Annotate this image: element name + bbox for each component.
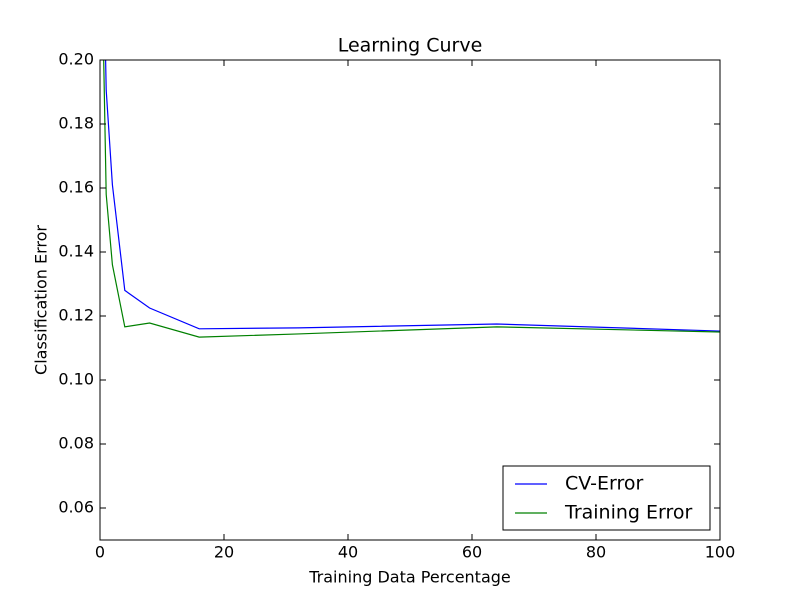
y-tick-label: 0.14: [58, 242, 94, 261]
y-tick-label: 0.12: [58, 306, 94, 325]
x-axis-label: Training Data Percentage: [308, 568, 511, 587]
y-axis-label: Classification Error: [32, 225, 51, 375]
plot-frame: [99, 59, 721, 541]
y-tick-label: 0.10: [58, 370, 94, 389]
series-line: [105, 60, 720, 332]
x-tick-label: 0: [95, 543, 105, 562]
chart-title: Learning Curve: [338, 35, 483, 57]
y-tick-label: 0.20: [58, 50, 94, 69]
legend-box: [502, 465, 711, 531]
y-tick-label: 0.08: [58, 434, 94, 453]
x-tick-label: 80: [586, 543, 606, 562]
x-tick-label: 40: [338, 543, 358, 562]
x-tick-label: 60: [462, 543, 482, 562]
y-tick-label: 0.18: [58, 114, 94, 133]
y-tick-label: 0.06: [58, 498, 94, 517]
x-tick-label: 100: [705, 543, 736, 562]
x-tick-label: 20: [214, 543, 234, 562]
plot-area: [103, 60, 720, 338]
y-tick-label: 0.16: [58, 178, 94, 197]
legend-label: CV-Error: [565, 473, 644, 495]
legend-label: Training Error: [564, 502, 693, 524]
series-line: [103, 60, 720, 338]
legend: CV-Error Training Error: [502, 465, 711, 531]
